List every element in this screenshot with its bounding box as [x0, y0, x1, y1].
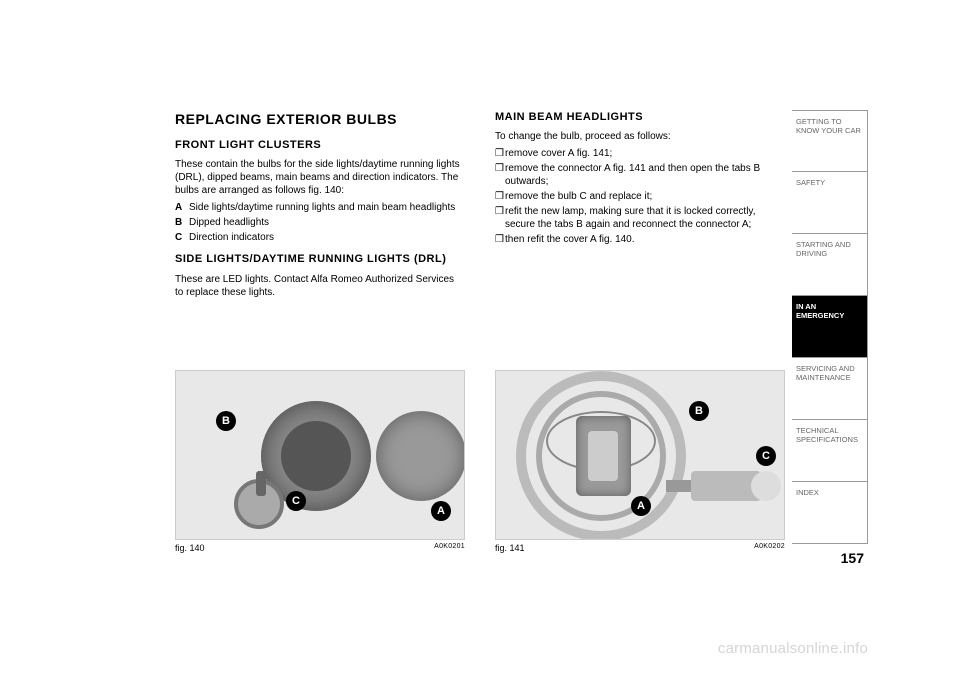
page-number: 157 — [792, 544, 868, 566]
bulb-shape — [751, 471, 781, 501]
figure-code: A0K0201 — [434, 543, 465, 553]
bullet-item: ❒remove the connector A fig. 141 and the… — [495, 162, 785, 188]
nav-servicing-maintenance[interactable]: SERVICING AND MAINTENANCE — [792, 358, 868, 420]
figure-140-image: B C A — [175, 370, 465, 540]
heading-front-light-clusters: FRONT LIGHT CLUSTERS — [175, 138, 465, 152]
figure-141-image: B C A — [495, 370, 785, 540]
right-column: MAIN BEAM HEADLIGHTS To change the bulb,… — [495, 110, 785, 303]
callout-badge-b: B — [216, 411, 236, 431]
paragraph: To change the bulb, proceed as follows: — [495, 130, 785, 143]
bullet-icon: ❒ — [495, 190, 505, 203]
key-a: A — [175, 201, 189, 214]
bullet-item: ❒refit the new lamp, making sure that it… — [495, 205, 785, 231]
connector-shape — [588, 431, 618, 481]
heading-side-lights-drl: SIDE LIGHTS/DAYTIME RUNNING LIGHTS (DRL) — [175, 252, 465, 266]
bullet-item: ❒remove the bulb C and replace it; — [495, 190, 785, 203]
heading-main-beam-headlights: MAIN BEAM HEADLIGHTS — [495, 110, 785, 124]
left-column: REPLACING EXTERIOR BULBS FRONT LIGHT CLU… — [175, 110, 465, 303]
bullet-text: remove the connector A fig. 141 and then… — [505, 162, 785, 188]
list-item-b: B Dipped headlights — [175, 216, 465, 229]
callout-badge-a: A — [631, 496, 651, 516]
bullet-icon: ❒ — [495, 147, 505, 160]
list-item-c: C Direction indicators — [175, 231, 465, 244]
watermark: carmanualsonline.info — [718, 640, 868, 657]
nav-index[interactable]: INDEX — [792, 482, 868, 544]
bullet-icon: ❒ — [495, 233, 505, 246]
figure-label: fig. 140 — [175, 543, 205, 553]
bullet-item: ❒then refit the cover A fig. 140. — [495, 233, 785, 246]
callout-badge-b: B — [689, 401, 709, 421]
figure-140: B C A fig. 140 A0K0201 — [175, 370, 465, 553]
nav-safety[interactable]: SAFETY — [792, 172, 868, 234]
callout-badge-c: C — [756, 446, 776, 466]
callout-badge-a: A — [431, 501, 451, 521]
bullet-icon: ❒ — [495, 162, 505, 188]
nav-starting-driving[interactable]: STARTING AND DRIVING — [792, 234, 868, 296]
headlight-shape — [256, 471, 266, 496]
nav-in-an-emergency[interactable]: IN AN EMERGENCY — [792, 296, 868, 358]
nav-technical-specifications[interactable]: TECHNICAL SPECIFICATIONS — [792, 420, 868, 482]
bullet-text: remove the bulb C and replace it; — [505, 190, 652, 203]
bullet-item: ❒remove cover A fig. 141; — [495, 147, 785, 160]
bullet-text: refit the new lamp, making sure that it … — [505, 205, 785, 231]
key-c: C — [175, 231, 189, 244]
paragraph: These contain the bulbs for the side lig… — [175, 158, 465, 197]
headlight-shape — [281, 421, 351, 491]
value-c: Direction indicators — [189, 231, 274, 244]
key-b: B — [175, 216, 189, 229]
bullet-icon: ❒ — [495, 205, 505, 231]
headlight-shape — [376, 411, 465, 501]
heading-replacing-exterior-bulbs: REPLACING EXTERIOR BULBS — [175, 110, 465, 128]
nav-getting-to-know[interactable]: GETTING TO KNOW YOUR CAR — [792, 110, 868, 172]
list-item-a: A Side lights/daytime running lights and… — [175, 201, 465, 214]
value-a: Side lights/daytime running lights and m… — [189, 201, 455, 214]
figure-141: B C A fig. 141 A0K0202 — [495, 370, 785, 553]
bullet-text: remove cover A fig. 141; — [505, 147, 612, 160]
figure-label: fig. 141 — [495, 543, 525, 553]
paragraph: These are LED lights. Contact Alfa Romeo… — [175, 273, 465, 299]
figure-code: A0K0202 — [754, 543, 785, 553]
content-columns: REPLACING EXTERIOR BULBS FRONT LIGHT CLU… — [175, 110, 785, 303]
value-b: Dipped headlights — [189, 216, 269, 229]
callout-badge-c: C — [286, 491, 306, 511]
side-nav: GETTING TO KNOW YOUR CAR SAFETY STARTING… — [792, 110, 868, 566]
bullet-text: then refit the cover A fig. 140. — [505, 233, 635, 246]
figure-141-caption: fig. 141 A0K0202 — [495, 543, 785, 553]
figure-140-caption: fig. 140 A0K0201 — [175, 543, 465, 553]
